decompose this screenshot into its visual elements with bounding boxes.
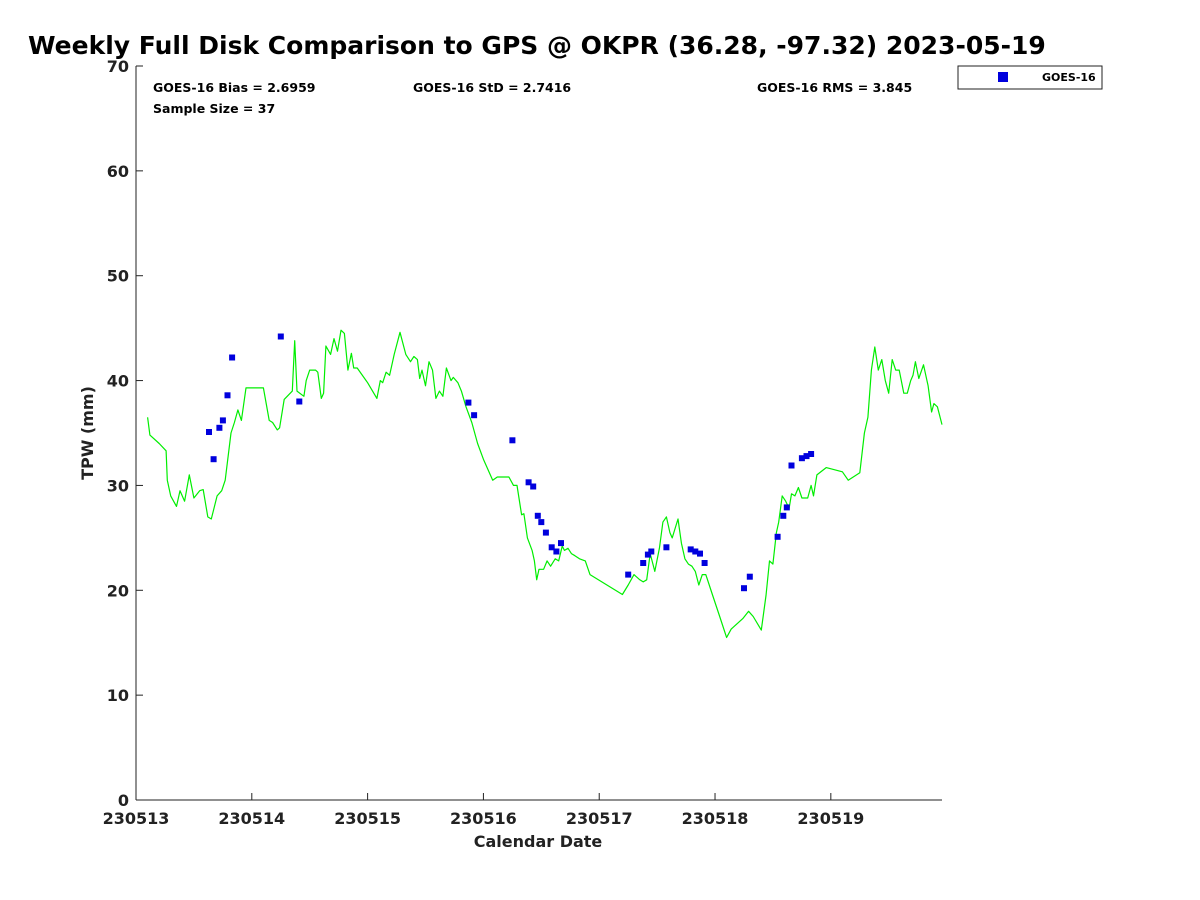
x-tick-label: 230517 <box>566 809 633 828</box>
goes16-point <box>277 333 284 340</box>
goes16-point <box>808 451 815 457</box>
goes16-point <box>648 548 655 555</box>
goes16-point <box>296 398 303 405</box>
x-tick-label: 230516 <box>450 809 517 828</box>
x-tick-label: 230515 <box>334 809 401 828</box>
gps-line <box>147 329 943 639</box>
stat-std: GOES-16 StD = 2.7416 <box>413 80 571 95</box>
goes16-point <box>774 533 781 540</box>
goes16-point <box>219 417 226 424</box>
y-axis-label: TPW (mm) <box>78 386 97 480</box>
goes16-point <box>548 544 555 551</box>
goes16-point <box>687 546 694 553</box>
goes16-point <box>210 456 217 463</box>
x-tick-label: 230513 <box>103 809 170 828</box>
stat-rms: GOES-16 RMS = 3.845 <box>757 80 912 95</box>
y-tick-label: 50 <box>107 267 129 286</box>
chart-title: Weekly Full Disk Comparison to GPS @ OKP… <box>28 31 1046 60</box>
goes16-point <box>206 429 212 435</box>
legend-marker-goes16 <box>998 72 1008 82</box>
goes16-point <box>783 504 790 511</box>
goes16-point <box>229 354 236 361</box>
goes16-point <box>471 412 478 419</box>
goes16-point <box>538 519 545 526</box>
goes16-point <box>525 479 532 486</box>
goes16-point <box>558 540 564 547</box>
legend: GOES-16 <box>957 65 1103 90</box>
gps-series <box>147 329 943 639</box>
goes16-point <box>509 437 516 444</box>
goes16-point <box>465 399 472 406</box>
y-tick-label: 70 <box>107 57 129 76</box>
y-tick-label: 10 <box>107 686 129 705</box>
goes16-point <box>644 551 651 558</box>
goes16-point <box>542 529 549 536</box>
y-tick-label: 0 <box>118 791 129 810</box>
goes16-point <box>780 512 787 519</box>
goes16-point <box>697 550 703 557</box>
y-tick-label: 60 <box>107 162 129 181</box>
goes16-point <box>534 512 541 519</box>
goes16-point <box>553 548 560 555</box>
legend-box <box>957 65 1103 90</box>
goes16-point <box>224 392 231 399</box>
y-tick-label: 30 <box>107 476 129 495</box>
goes16-point <box>798 455 805 462</box>
goes16-point <box>788 462 795 469</box>
goes16-point <box>625 571 632 578</box>
goes16-point <box>530 483 537 490</box>
goes16-point <box>741 585 747 592</box>
goes16-point <box>701 560 708 566</box>
legend-label-goes16: GOES-16 <box>1042 71 1096 84</box>
x-axis-label: Calendar Date <box>474 832 603 851</box>
goes16-point <box>803 453 810 460</box>
stat-sample-size: Sample Size = 37 <box>153 101 275 116</box>
y-axis-ticks: 0 10 20 30 40 50 60 70 <box>107 57 143 810</box>
goes16-point <box>746 573 753 580</box>
goes16-point <box>216 424 223 431</box>
goes16-point <box>692 548 699 555</box>
y-tick-label: 40 <box>107 372 129 391</box>
goes16-point <box>663 544 670 551</box>
x-tick-label: 230514 <box>218 809 285 828</box>
stat-bias: GOES-16 Bias = 2.6959 <box>153 80 315 95</box>
x-axis-ticks: 230513 230514 230515 230516 230517 230518 2305… <box>103 793 864 828</box>
y-tick-label: 20 <box>107 581 129 600</box>
x-tick-label: 230519 <box>797 809 864 828</box>
goes16-point <box>640 560 647 566</box>
x-tick-label: 230518 <box>682 809 749 828</box>
plot-area <box>135 66 942 801</box>
goes16-series <box>206 333 815 592</box>
